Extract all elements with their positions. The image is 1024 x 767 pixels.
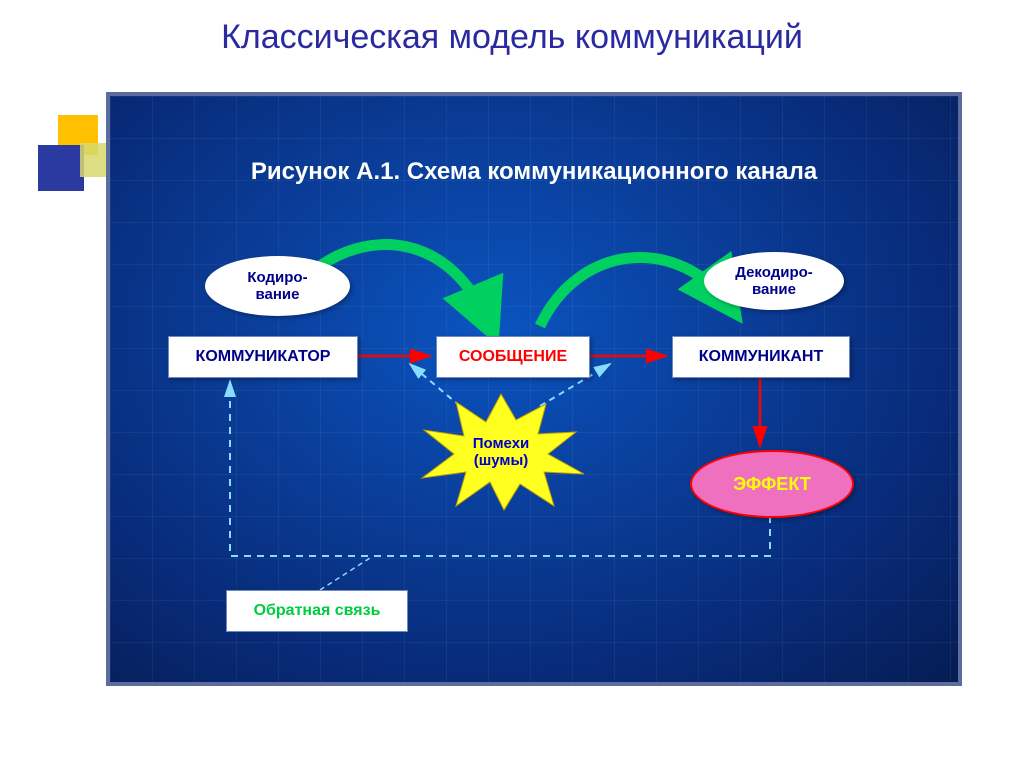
node-decoding: Декодиро- вание [704,252,844,310]
slide: Классическая модель коммуникаций Рисунок… [0,0,1024,767]
node-communicant-label: КОММУНИКАНТ [699,348,824,366]
node-feedback: Обратная связь [226,590,408,632]
node-message: СООБЩЕНИЕ [436,336,590,378]
slide-title: Классическая модель коммуникаций [0,18,1024,57]
node-effect: ЭФФЕКТ [690,450,854,518]
diagram-subtitle: Рисунок А.1. Схема коммуникационного кан… [110,158,958,186]
node-noise-label: Помехи (шумы) [473,435,530,470]
node-effect-label: ЭФФЕКТ [733,474,811,495]
node-message-label: СООБЩЕНИЕ [459,348,567,366]
node-noise: Помехи (шумы) [416,392,586,512]
node-encoding: Кодиро- вание [205,256,350,316]
node-encoding-label: Кодиро- вание [247,269,307,304]
diagram-canvas: Рисунок А.1. Схема коммуникационного кан… [106,92,962,686]
node-communicator-label: КОММУНИКАТОР [196,348,331,366]
node-communicant: КОММУНИКАНТ [672,336,850,378]
node-feedback-label: Обратная связь [254,602,381,620]
node-communicator: КОММУНИКАТОР [168,336,358,378]
node-decoding-label: Декодиро- вание [735,264,813,299]
